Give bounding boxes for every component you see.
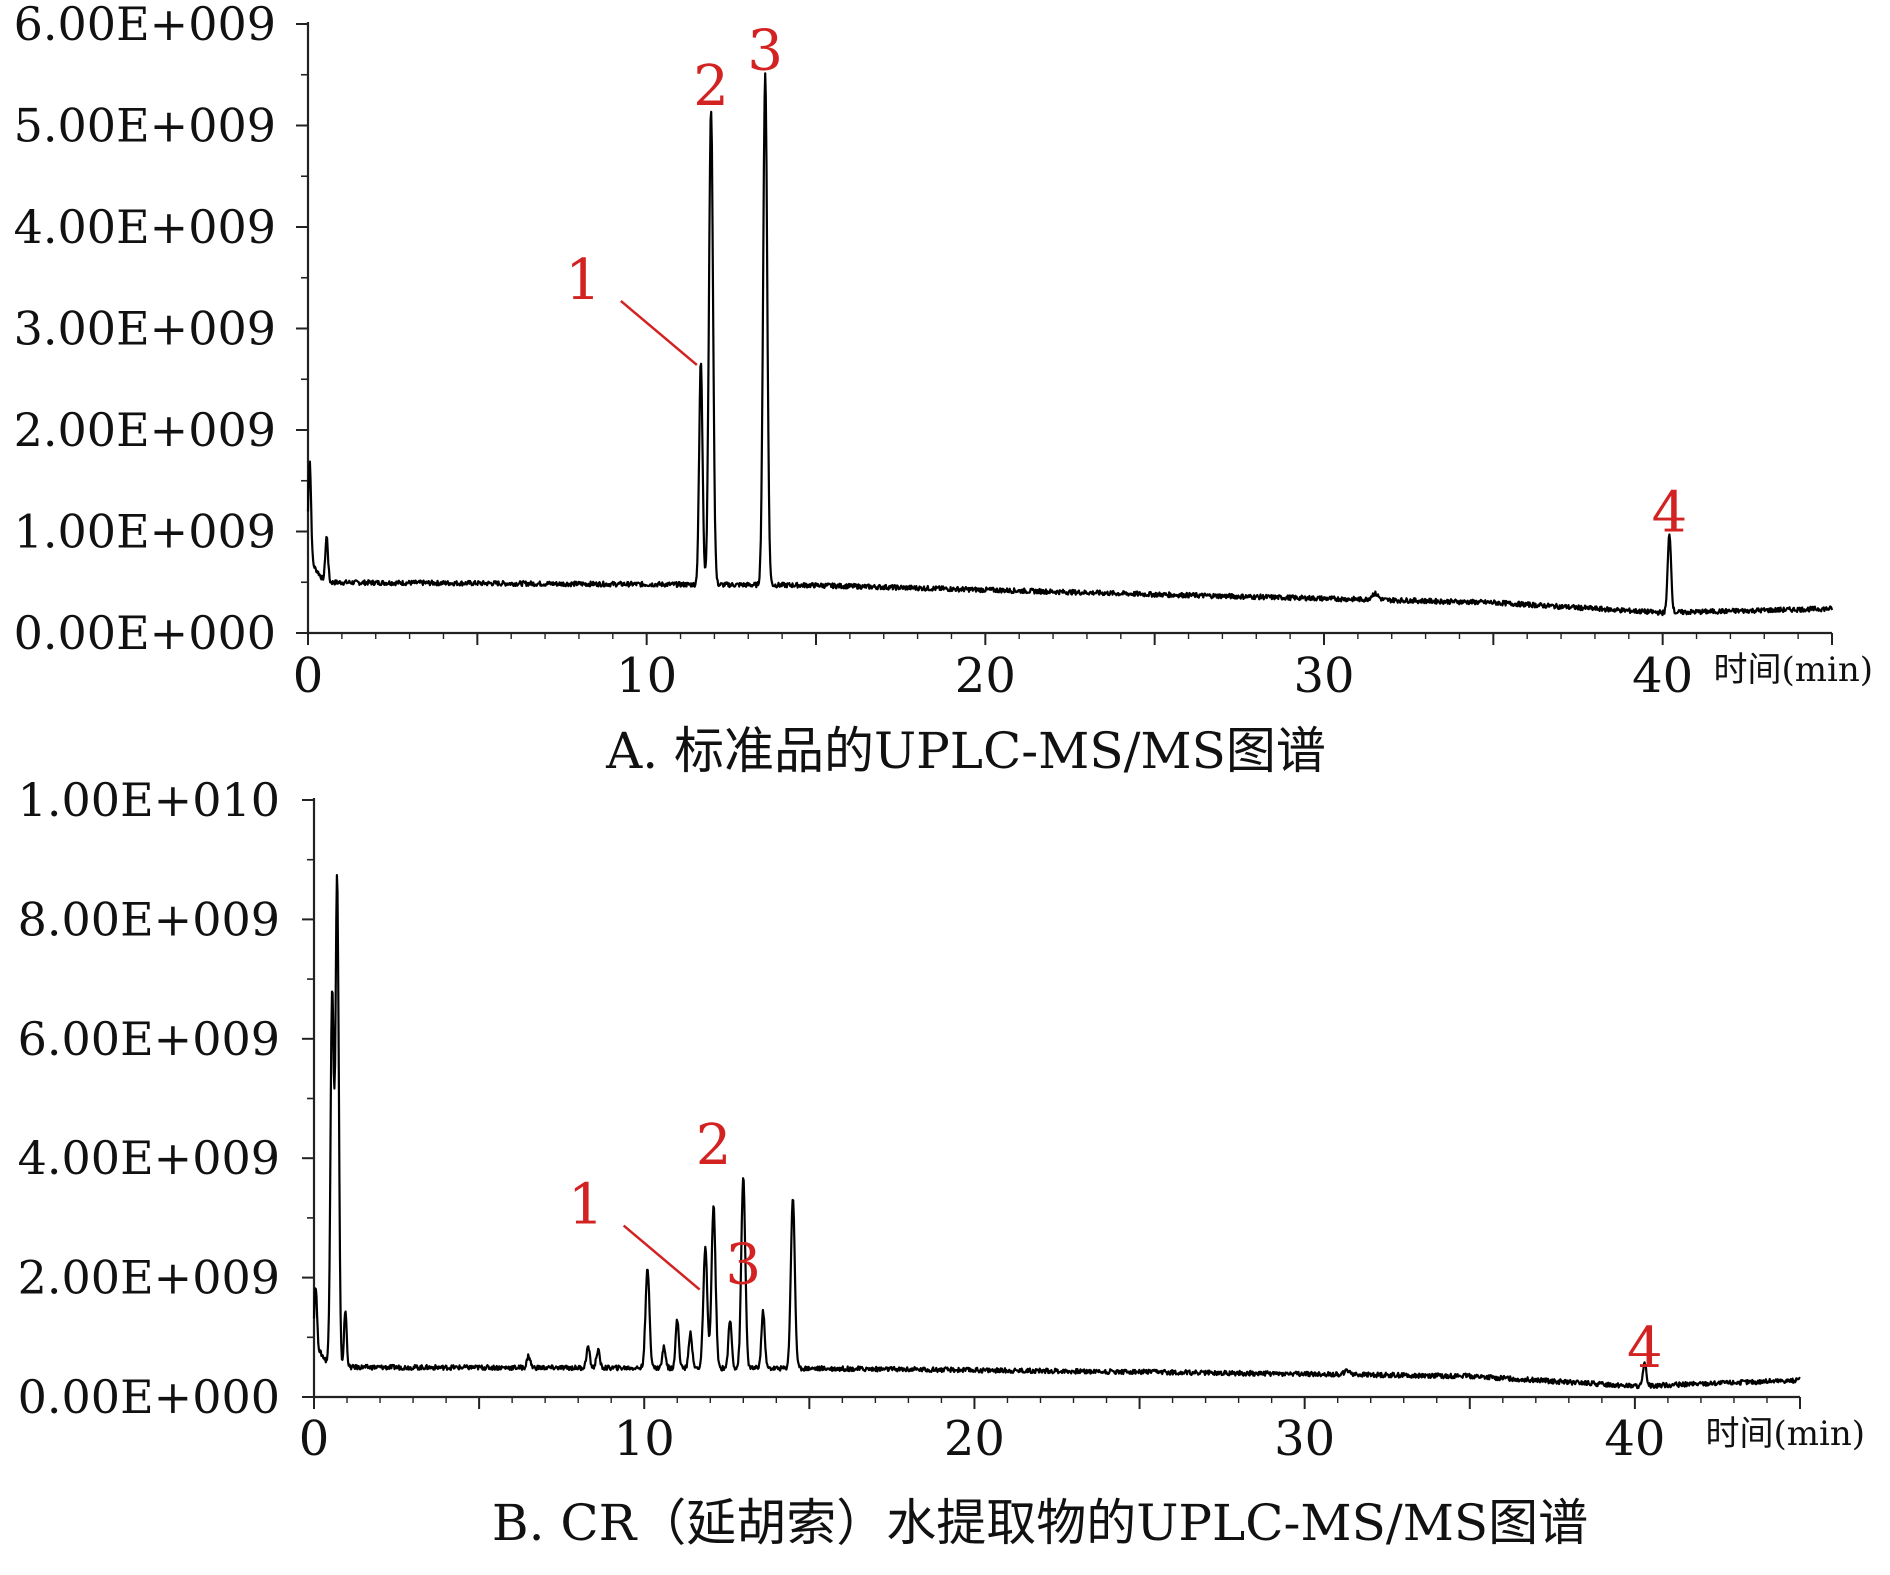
y-tick-label: 1.00E+009 (14, 505, 276, 559)
chromatogram-trace (312, 873, 1801, 1390)
peak-label-1: 1 (568, 1173, 604, 1238)
y-tick-label: 0.00E+000 (18, 1370, 280, 1424)
chromatogram-trace (306, 72, 1834, 617)
peak-label-4: 4 (1652, 481, 1688, 546)
panel-caption: A. 标准品的UPLC-MS/MS图谱 (605, 722, 1326, 780)
y-tick-label: 4.00E+009 (14, 200, 276, 254)
y-tick-label: 1.00E+010 (18, 773, 280, 827)
peak-leader-line (620, 299, 698, 366)
y-tick-label: 2.00E+009 (14, 403, 276, 457)
peak-leader-line (622, 1224, 701, 1291)
y-tick-label: 8.00E+009 (18, 892, 280, 946)
x-tick-label: 30 (1293, 648, 1354, 704)
y-tick-label: 2.00E+009 (18, 1251, 280, 1305)
panel-caption: B. CR（延胡索）水提取物的UPLC-MS/MS图谱 (492, 1494, 1588, 1552)
peak-label-2: 2 (696, 1113, 732, 1178)
x-tick-label: 10 (616, 648, 677, 704)
peak-label-2: 2 (693, 54, 729, 119)
x-axis-label: 时间(min) (1713, 650, 1873, 690)
chromatogram-panel-b: 0.00E+000 2.00E+009 4.00E+009 6.00E+009 8.00… (18, 773, 1865, 1552)
chromatogram-panel-a: 0.00E+000 1.00E+009 2.00E+009 3.00E+009 4.00… (14, 0, 1873, 780)
x-axis-label: 时间(min) (1705, 1414, 1865, 1454)
y-tick-label: 4.00E+009 (18, 1131, 280, 1185)
x-tick-label: 0 (299, 1411, 330, 1467)
y-tick-label: 6.00E+009 (18, 1012, 280, 1066)
y-tick-label: 3.00E+009 (14, 302, 276, 356)
x-tick-label: 0 (293, 648, 324, 704)
peak-label-3: 3 (725, 1233, 761, 1298)
peak-label-4: 4 (1627, 1316, 1663, 1381)
peak-label-1: 1 (565, 248, 601, 313)
y-tick-label: 6.00E+009 (14, 0, 276, 51)
x-tick-label: 40 (1632, 648, 1693, 704)
peak-label-3: 3 (747, 19, 783, 84)
y-tick-label: 0.00E+000 (14, 606, 276, 660)
x-tick-label: 30 (1274, 1411, 1335, 1467)
x-tick-label: 10 (614, 1411, 675, 1467)
x-tick-label: 40 (1604, 1411, 1665, 1467)
x-tick-label: 20 (944, 1411, 1005, 1467)
y-tick-label: 5.00E+009 (14, 99, 276, 153)
x-tick-label: 20 (955, 648, 1016, 704)
